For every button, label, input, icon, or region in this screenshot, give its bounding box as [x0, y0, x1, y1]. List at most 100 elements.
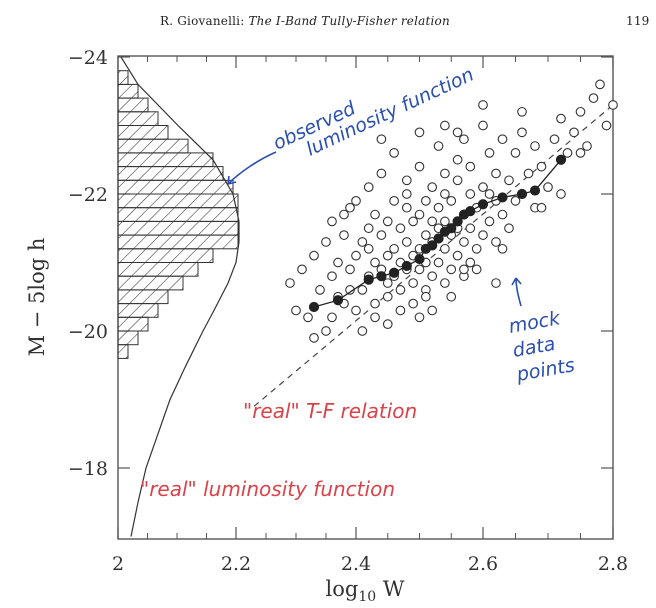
mock-data-point	[414, 264, 425, 275]
mock-data-point	[484, 216, 495, 227]
mock-data-point	[446, 291, 457, 302]
x-tick-label: 2.4	[341, 553, 371, 575]
y-tick-label: −22	[68, 184, 108, 206]
mock-data-point	[401, 237, 412, 247]
mock-data-point	[517, 106, 527, 117]
mock-data-point	[510, 196, 521, 206]
mock-data-point	[345, 202, 355, 213]
mock-data-point	[382, 250, 393, 261]
mock-data-point	[582, 141, 592, 151]
mock-data-point	[491, 168, 501, 179]
histogram-bar	[117, 330, 139, 346]
mock-data-point	[363, 182, 374, 192]
binned-mean-point	[465, 206, 476, 217]
histogram-bar	[117, 303, 159, 318]
mock-data-point	[414, 161, 425, 172]
mock-data-point	[370, 209, 380, 220]
mock-data-point	[471, 264, 482, 275]
mock-data-point	[351, 250, 361, 261]
mock-data-point	[345, 264, 355, 275]
mock-data-point	[562, 148, 573, 158]
mock-data-point	[440, 120, 450, 131]
binned-mean-point	[427, 240, 438, 251]
mock-data-point	[536, 202, 547, 213]
mock-data-point	[510, 148, 521, 158]
histogram-bar	[117, 193, 239, 209]
mock-data-point	[440, 216, 450, 227]
x-tick-label: 2.6	[468, 553, 498, 575]
mock-data-point	[497, 209, 508, 220]
page-number: 119	[626, 14, 650, 28]
mock-data-point	[291, 305, 301, 316]
mock-data-point	[357, 237, 368, 247]
observed-annotation-arrow	[227, 151, 277, 185]
binned-mean-point	[433, 233, 444, 244]
histogram-bar	[117, 152, 214, 168]
mock-data-point	[452, 154, 463, 165]
header-title: The I-Band Tully-Fisher relation	[248, 14, 450, 28]
mock-data-point	[433, 257, 444, 268]
histogram-bar	[117, 275, 184, 291]
mock-data-point	[401, 189, 412, 199]
mock-data-point	[427, 305, 438, 316]
mock-data-point	[478, 100, 488, 110]
mock-data-point	[465, 223, 476, 234]
mock-data-point	[427, 216, 438, 227]
mock-data-point	[414, 312, 425, 323]
histogram-bar	[117, 207, 239, 222]
mock-data-point	[433, 202, 444, 213]
mock-data-point	[504, 175, 514, 186]
binned-mean-point	[376, 271, 387, 282]
histogram-bar	[117, 70, 129, 85]
mock-data-point	[601, 120, 612, 131]
binned-mean-point	[446, 223, 457, 234]
y-tick-label: −24	[68, 47, 108, 69]
binned-mean-point	[332, 295, 344, 306]
x-tick-label: 2	[112, 553, 124, 575]
histogram-bar	[117, 344, 129, 359]
running-header: R. Giovanelli: The I-Band Tully-Fisher r…	[160, 14, 450, 28]
histogram-bar	[117, 125, 169, 140]
mock-data-point	[517, 127, 527, 138]
mock-data-point	[389, 196, 399, 206]
mock-data-point	[459, 237, 469, 247]
mock-data-point	[395, 223, 406, 234]
mock-data-point	[309, 333, 319, 343]
mock-data-point	[339, 209, 349, 220]
mock-data-point	[549, 134, 560, 145]
mock-data-point	[408, 278, 419, 288]
mock-data-point	[321, 326, 331, 336]
mock-data-point	[452, 250, 463, 261]
mock-data-point	[327, 312, 337, 323]
mock-data-point	[575, 106, 586, 117]
mock-data-point	[556, 113, 566, 124]
mock-data-point	[491, 237, 501, 247]
histogram-bar	[117, 220, 239, 236]
mock-data-point	[315, 285, 325, 295]
mock-data-point	[588, 93, 599, 103]
mock-data-point	[569, 127, 579, 138]
mock-data-point	[327, 216, 337, 227]
mock-data-point	[440, 278, 450, 288]
mock-data-point	[357, 285, 368, 295]
mock-data-point	[465, 257, 476, 268]
histogram-bar	[117, 262, 199, 277]
mock-data-point	[427, 182, 438, 192]
mock-data-point	[433, 141, 444, 151]
mock-data-point	[370, 312, 380, 323]
mock-data-point	[484, 148, 495, 158]
mock-data-point	[452, 175, 463, 186]
mock-data-point	[556, 189, 566, 199]
mock-data-point	[363, 243, 374, 254]
real-lf-annotation: "real" luminosity function	[140, 477, 395, 501]
mock-data-point	[523, 168, 534, 179]
mock-data-point	[395, 305, 406, 316]
mock-data-point	[440, 243, 450, 254]
mock-data-point	[401, 202, 412, 213]
binned-mean-point	[529, 185, 541, 196]
mock-data-point	[459, 134, 469, 145]
binned-mean-point	[516, 188, 528, 200]
mock-data-point	[382, 319, 393, 330]
mock-data-point	[497, 134, 508, 145]
mock-data-point	[408, 298, 419, 309]
